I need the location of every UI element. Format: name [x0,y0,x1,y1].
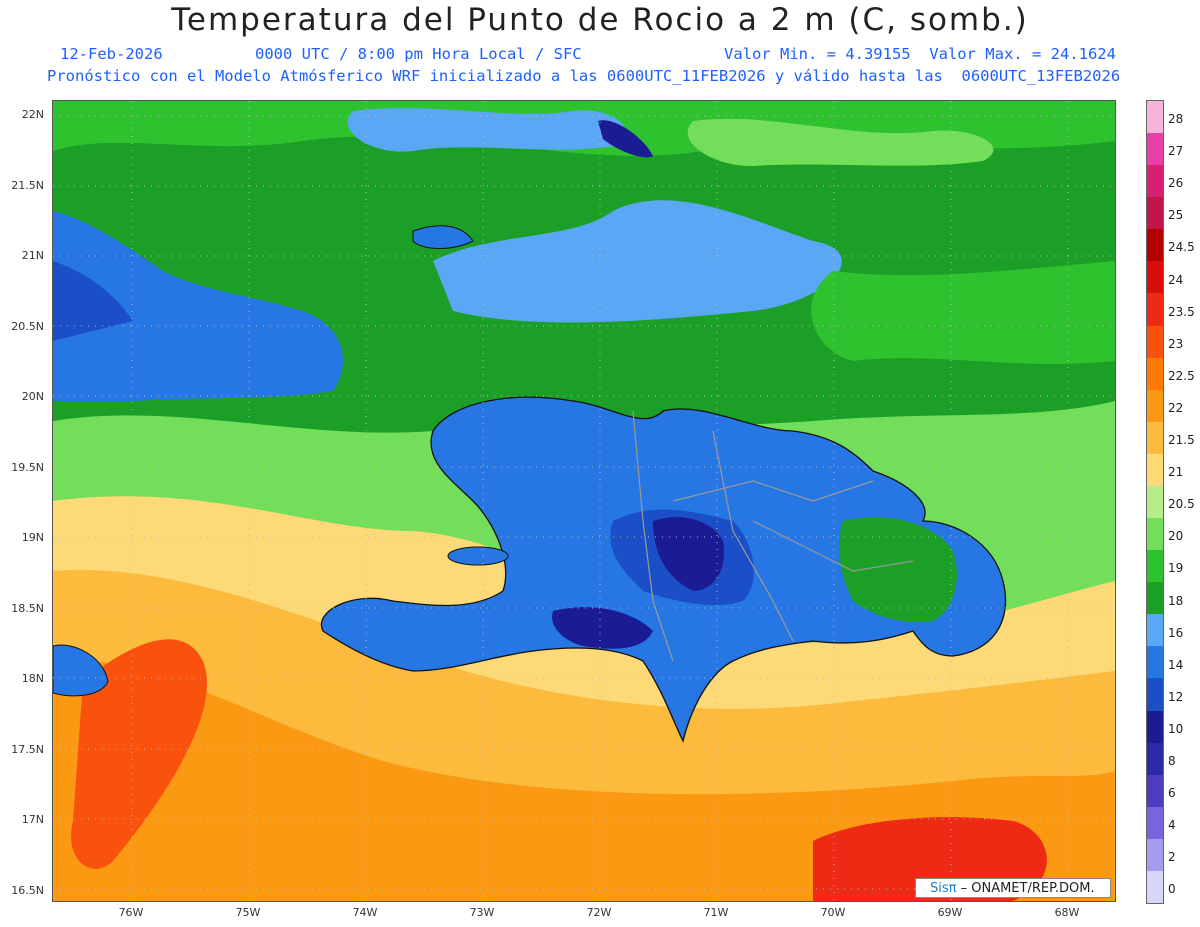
colorbar-label: 4 [1168,818,1176,833]
west-red-orange [71,639,207,869]
colorbar-label: 21.5 [1168,433,1195,447]
lon-label: 71W [703,906,729,919]
colorbar-label: 16 [1168,625,1184,640]
colorbar-label: 27 [1168,144,1184,159]
islands-north [598,120,653,158]
lat-label: 20.5N [11,319,44,333]
colorbar-swatch [1147,614,1163,647]
lat-label: 18.5N [11,601,44,615]
colorbar-label: 12 [1168,689,1184,704]
map-title: Temperatura del Punto de Rocio a 2 m (C,… [171,2,1029,38]
min-max-values: Valor Min. = 4.39155 Valor Max. = 24.162… [724,45,1116,63]
colorbar-swatch [1147,325,1163,359]
lat-label: 19N [21,531,44,544]
colorbar-swatch [1147,389,1163,423]
lon-label: 74W [352,906,378,919]
colorbar-swatch [1147,357,1163,391]
colorbar-swatch [1147,550,1163,583]
colorbar-label: 20 [1168,529,1184,544]
graticule [53,101,1115,901]
colorbar-label: 18 [1168,593,1184,608]
forecast-time: 0000 UTC / 8:00 pm Hora Local / SFC [255,45,582,63]
colorbar-swatch [1147,774,1163,808]
colorbar-label: 2 [1168,850,1176,865]
colorbar-label: 6 [1168,786,1176,801]
lon-label: 68W [1054,906,1080,919]
colorbar-swatch [1147,742,1163,776]
colorbar-swatch [1147,101,1163,134]
colorbar-label: 22.5 [1168,368,1195,383]
lat-label: 22N [21,108,44,121]
colorbar-swatch [1147,453,1163,487]
gonave-island [447,546,509,566]
province-boundaries [632,410,914,662]
colorbar-label: 14 [1168,657,1184,672]
colorbar-swatch [1147,838,1163,872]
colorbar-label: 22 [1168,400,1184,415]
cuba-blue [53,211,343,401]
colorbar-swatch [1147,485,1163,519]
colorbar-swatch [1147,582,1163,615]
colorbar-label: 26 [1168,176,1184,191]
colorbar-label: 8 [1168,754,1176,768]
colorbar-label: 24 [1168,272,1184,287]
colorbar-swatch [1147,678,1163,712]
colorbar-label: 19 [1168,561,1184,576]
colorbar-label: 0 [1168,882,1176,897]
cuba-dark-blue [53,261,133,341]
southwest-darkest [552,607,653,649]
colorbar-swatch [1147,293,1163,327]
colorbar-label: 10 [1168,721,1184,736]
lon-label: 73W [469,906,495,919]
north-blue-streak [347,108,626,152]
map-canvas [53,101,1115,901]
east-dr-green [838,517,957,623]
colorbar [1146,100,1164,904]
colorbar-swatch [1147,133,1163,166]
dewpoint-map[interactable] [52,100,1116,902]
cordillera-darkest [653,517,724,591]
north-light-streak [687,118,994,167]
lat-label: 18N [21,672,44,685]
colorbar-label: 20.5 [1168,497,1195,512]
lon-label: 70W [820,906,846,919]
lon-label: 75W [235,906,261,919]
colorbar-swatch [1147,261,1163,294]
lat-label: 21.5N [11,178,44,192]
colorbar-swatch [1147,165,1163,198]
lon-label: 69W [937,906,963,919]
colorbar-swatch [1147,710,1163,744]
lat-label: 20N [21,390,44,403]
colorbar-swatch [1147,229,1163,262]
colorbar-swatch [1147,806,1163,840]
lat-label: 17N [21,813,44,826]
colorbar-swatch [1147,421,1163,455]
colorbar-label: 28 [1168,112,1184,126]
colorbar-label: 23 [1168,336,1184,351]
colorbar-swatch [1147,518,1163,551]
central-blue-streak [433,200,842,323]
colorbar-swatch [1147,197,1163,230]
island-inagua [412,225,474,249]
credit-brand: Sisπ [930,881,957,896]
jamaica [53,644,109,697]
colorbar-label: 24.5 [1168,240,1195,255]
lat-label: 17.5N [11,742,44,756]
lat-label: 19.5N [11,460,44,474]
forecast-date: 12-Feb-2026 [60,45,163,63]
credit-text: – ONAMET/REP.DOM. [960,881,1095,896]
lon-label: 76W [118,906,144,919]
colorbar-swatch [1147,870,1163,904]
colorbar-label: 21 [1168,465,1184,480]
colorbar-label: 25 [1168,208,1184,223]
credit-box: Sisπ – ONAMET/REP.DOM. [915,878,1111,898]
model-info: Pronóstico con el Modelo Atmósferico WRF… [47,67,1121,85]
lat-label: 16.5N [11,883,44,897]
lon-label: 72W [586,906,612,919]
lat-label: 21N [21,249,44,262]
colorbar-label: 23.5 [1168,304,1195,319]
colorbar-swatch [1147,646,1163,679]
east-green-band [811,261,1115,364]
